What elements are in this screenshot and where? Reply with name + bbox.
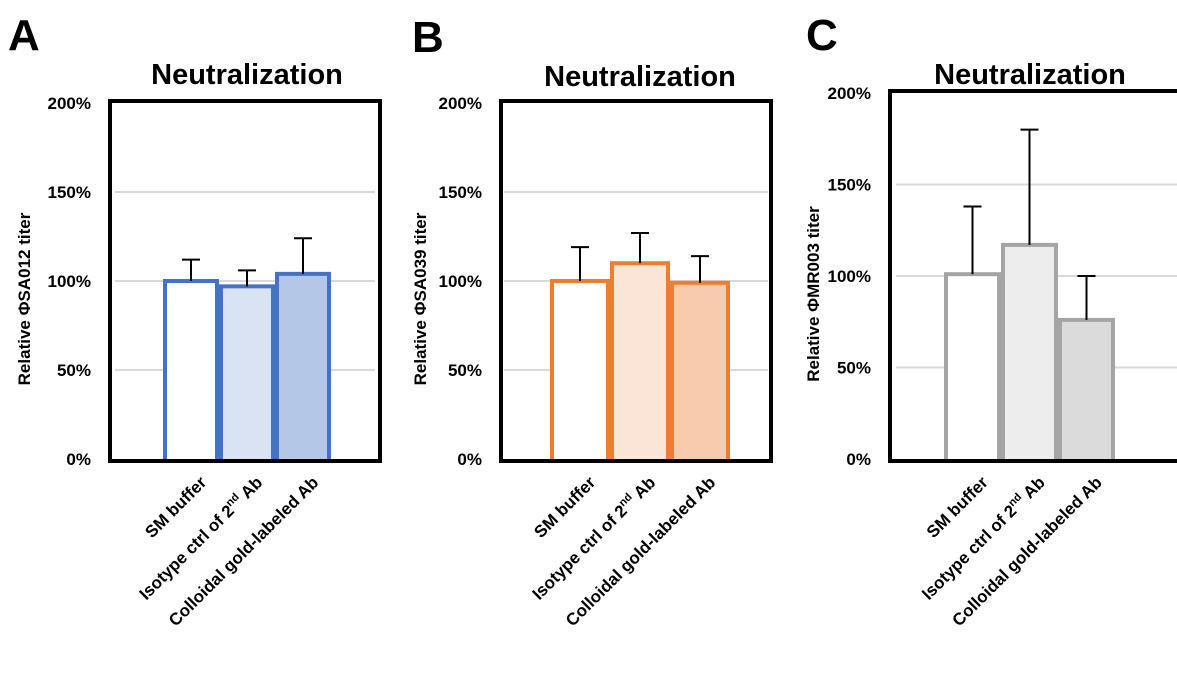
chart-panel-c: C Neutralization 0% 50% 100% 150% 200% Relative…	[804, 11, 1177, 630]
y-tick-label: 100%	[828, 267, 871, 286]
y-tick-label: 50%	[837, 359, 871, 378]
panel-letter: B	[412, 13, 444, 62]
plot-frame	[108, 99, 382, 463]
y-tick-label: 200%	[439, 94, 482, 113]
bar	[1058, 317, 1115, 464]
y-tick-label: 0%	[457, 450, 482, 469]
bar	[944, 272, 1001, 464]
plot-frame	[888, 89, 1177, 463]
y-tick-label: 0%	[846, 450, 871, 469]
bar	[670, 280, 730, 463]
y-tick-label: 200%	[48, 94, 91, 113]
bar	[610, 261, 670, 464]
y-tick-label: 50%	[448, 361, 482, 380]
chart-title: Neutralization	[151, 59, 343, 91]
bar	[1001, 242, 1058, 463]
y-axis-title: Relative ΦMR003 titer	[804, 206, 823, 382]
y-tick-label: 100%	[439, 272, 482, 291]
y-tick-label: 150%	[828, 176, 871, 195]
y-tick-label: 0%	[66, 450, 91, 469]
y-tick-label: 150%	[48, 183, 91, 202]
y-tick-label: 150%	[439, 183, 482, 202]
bar	[219, 284, 275, 463]
chart-title: Neutralization	[544, 61, 736, 93]
y-tick-label: 200%	[828, 84, 871, 103]
bar	[163, 279, 219, 463]
chart-panel-a: A Neutralization 0% 50% 100% 150% 200% Relative…	[8, 11, 382, 630]
panel-letter: C	[806, 11, 838, 60]
chart-panel-b: B Neutralization 0% 50% 100% 150% 200% Relative…	[411, 13, 773, 630]
bar	[550, 279, 610, 463]
y-axis-title: Relative ΦSA012 titer	[15, 212, 34, 385]
plot-frame	[499, 99, 773, 463]
chart-title: Neutralization	[934, 59, 1126, 91]
bar	[275, 271, 331, 463]
panel-letter: A	[8, 11, 40, 60]
y-tick-label: 100%	[48, 272, 91, 291]
y-axis-title: Relative ΦSA039 titer	[411, 212, 430, 385]
y-tick-label: 50%	[57, 361, 91, 380]
